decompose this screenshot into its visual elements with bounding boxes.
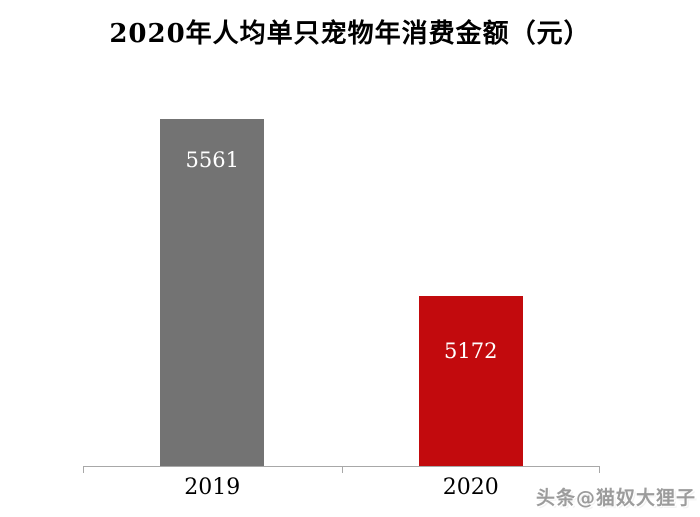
watermark: 头条@猫奴大狸子 [535,487,696,509]
bar-value-label-2020: 5172 [444,339,498,363]
bar-2020: 5172 [418,296,523,466]
x-axis-tick [83,466,84,473]
x-tick-label-2020: 2020 [442,475,499,500]
bar-group-2020: 5172 2020 [342,78,601,500]
chart-title: 2020年人均单只宠物年消费金额（元） [109,19,591,49]
x-axis-tick [599,466,600,473]
x-axis-tick [341,466,343,473]
x-tick-label-2019: 2019 [184,475,241,500]
bar-value-label-2019: 5561 [185,148,239,172]
plot-area: 5561 2019 5172 2020 [83,78,601,500]
bar-2019: 5561 [160,119,265,466]
bar-group-2019: 5561 2019 [83,78,342,500]
